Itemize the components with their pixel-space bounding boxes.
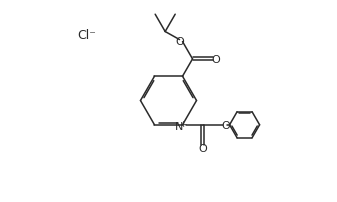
Text: O: O bbox=[221, 120, 230, 130]
Text: O: O bbox=[175, 36, 184, 46]
Text: Cl⁻: Cl⁻ bbox=[78, 29, 96, 42]
Text: O: O bbox=[211, 55, 220, 65]
Text: O: O bbox=[198, 144, 207, 154]
Text: +: + bbox=[180, 119, 187, 128]
Text: N: N bbox=[175, 121, 184, 131]
